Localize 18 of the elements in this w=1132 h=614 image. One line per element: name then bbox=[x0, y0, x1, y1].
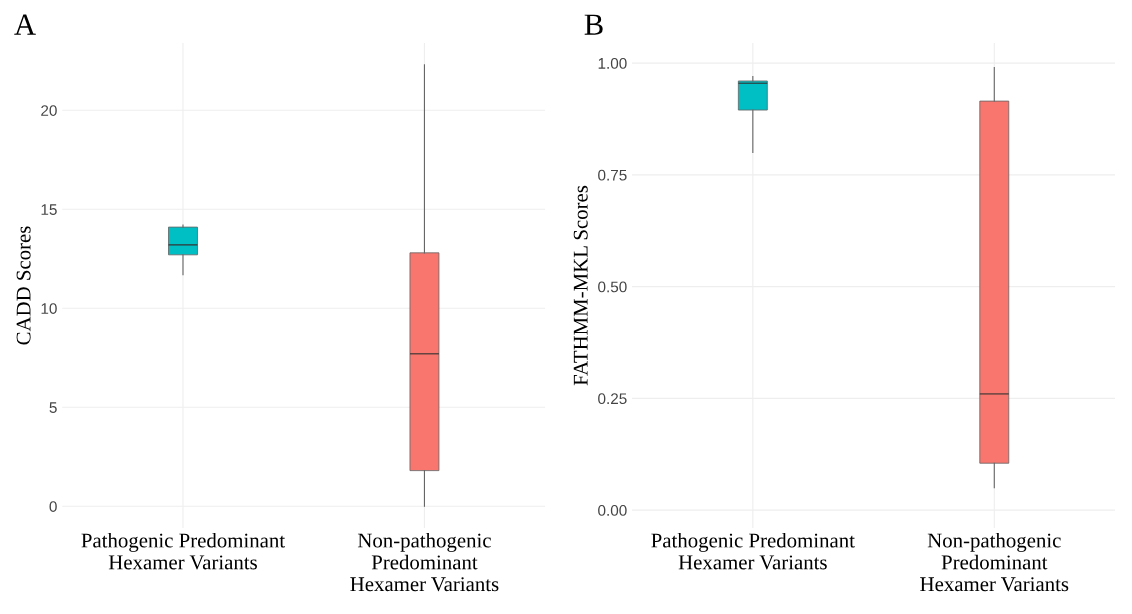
y-tick-label: 0.75 bbox=[598, 169, 627, 181]
chart-title: B bbox=[584, 14, 603, 35]
y-tick-label: 0.00 bbox=[598, 505, 627, 516]
y-tick-label: 0 bbox=[49, 501, 57, 512]
x-tick-label: Pathogenic Predominant Hexamer Variants bbox=[651, 532, 855, 570]
x-tick-label: Non-pathogenic Predominant Hexamer Variants bbox=[920, 532, 1069, 592]
y-tick-label: 0.50 bbox=[598, 281, 627, 293]
y-tick-label: 5 bbox=[49, 402, 57, 413]
x-tick-label: Pathogenic Predominant Hexamer Variants bbox=[81, 532, 285, 570]
y-tick-label: 10 bbox=[41, 303, 57, 314]
y-tick-label: 1.00 bbox=[598, 57, 627, 69]
y-tick-label: 0.25 bbox=[598, 393, 627, 405]
y-axis-title: CADD Scores bbox=[16, 226, 31, 345]
x-tick-label: Non-pathogenic Predominant Hexamer Variants bbox=[350, 532, 499, 592]
y-axis-title: FATHMM-MKL Scores bbox=[573, 185, 588, 386]
chart-title: A bbox=[14, 14, 36, 35]
y-tick-label: 15 bbox=[41, 204, 57, 215]
y-tick-label: 20 bbox=[41, 105, 57, 116]
